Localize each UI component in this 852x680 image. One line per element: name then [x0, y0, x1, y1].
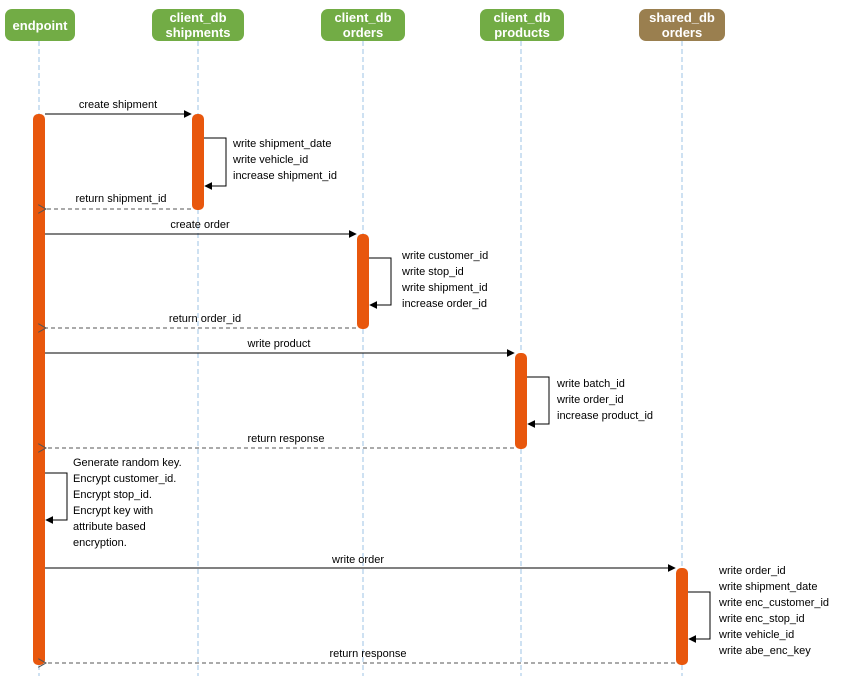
note-line: increase shipment_id [233, 170, 337, 182]
participant-products-line1: client_db [493, 10, 551, 25]
note-shipments: write shipment_date write vehicle_id inc… [233, 136, 337, 184]
participant-orders-line2: orders [342, 25, 384, 40]
note-line: encryption. [73, 537, 127, 549]
participant-orders-line1: client_db [334, 10, 392, 25]
note-line: increase product_id [557, 410, 654, 422]
participant-products-line2: products [494, 25, 550, 40]
self-call-products [527, 376, 550, 428]
label-create-shipment: create shipment [79, 99, 157, 111]
self-call-shared-orders [688, 591, 711, 643]
participant-shipments-line2: shipments [165, 25, 231, 40]
label-write-order: write order [331, 554, 384, 566]
note-line: write enc_customer_id [719, 597, 830, 609]
participant-shared-line2: orders [661, 25, 703, 40]
self-call-shipments [204, 137, 227, 190]
note-shared-orders: write order_id write shipment_date write… [719, 563, 829, 659]
participant-shared-line1: shared_db [649, 10, 715, 25]
note-line: write batch_id [557, 378, 625, 390]
note-line: write shipment_date [233, 138, 332, 150]
note-products: write batch_id write order_id increase p… [557, 376, 653, 424]
participant-shipments-line1: client_db [169, 10, 227, 25]
note-line: write shipment_id [402, 282, 488, 294]
participant-client-db-shipments: client_db shipments [152, 9, 244, 41]
note-line: write customer_id [402, 250, 489, 262]
activation-endpoint [33, 114, 45, 665]
participant-shared-db-orders: shared_db orders [639, 9, 725, 41]
note-endpoint: Generate random key. Encrypt customer_id… [73, 455, 182, 551]
label-return-response-products: return response [247, 433, 324, 445]
label-return-response-shared: return response [329, 648, 406, 660]
note-line: write enc_stop_id [719, 613, 805, 625]
note-line: attribute based [73, 521, 146, 533]
self-call-orders [369, 257, 392, 309]
activation-products [515, 353, 527, 449]
participant-client-db-products: client_db products [480, 9, 564, 41]
note-line: write stop_id [402, 266, 464, 278]
participant-endpoint: endpoint [5, 9, 75, 41]
participant-client-db-orders: client_db orders [321, 9, 405, 41]
note-line: Generate random key. [73, 457, 182, 469]
label-return-order-id: return order_id [169, 313, 241, 325]
note-line: write vehicle_id [719, 629, 795, 641]
participant-endpoint-label: endpoint [12, 17, 68, 33]
note-line: Encrypt key with [73, 505, 154, 517]
label-return-shipment-id: return shipment_id [75, 193, 166, 205]
note-orders: write customer_id write stop_id write sh… [402, 248, 488, 312]
note-line: write vehicle_id [233, 154, 309, 166]
note-line: increase order_id [402, 298, 487, 310]
self-call-endpoint [45, 472, 68, 524]
note-line: write order_id [557, 394, 624, 406]
note-line: write abe_enc_key [719, 645, 811, 657]
activation-shared-orders [676, 568, 688, 665]
label-create-order: create order [170, 219, 230, 231]
label-write-product: write product [247, 338, 311, 350]
note-line: Encrypt customer_id. [73, 473, 177, 485]
note-line: write shipment_date [719, 581, 818, 593]
activation-shipments [192, 114, 204, 210]
note-line: write order_id [719, 565, 786, 577]
note-line: Encrypt stop_id. [73, 489, 152, 501]
activation-orders [357, 234, 369, 329]
